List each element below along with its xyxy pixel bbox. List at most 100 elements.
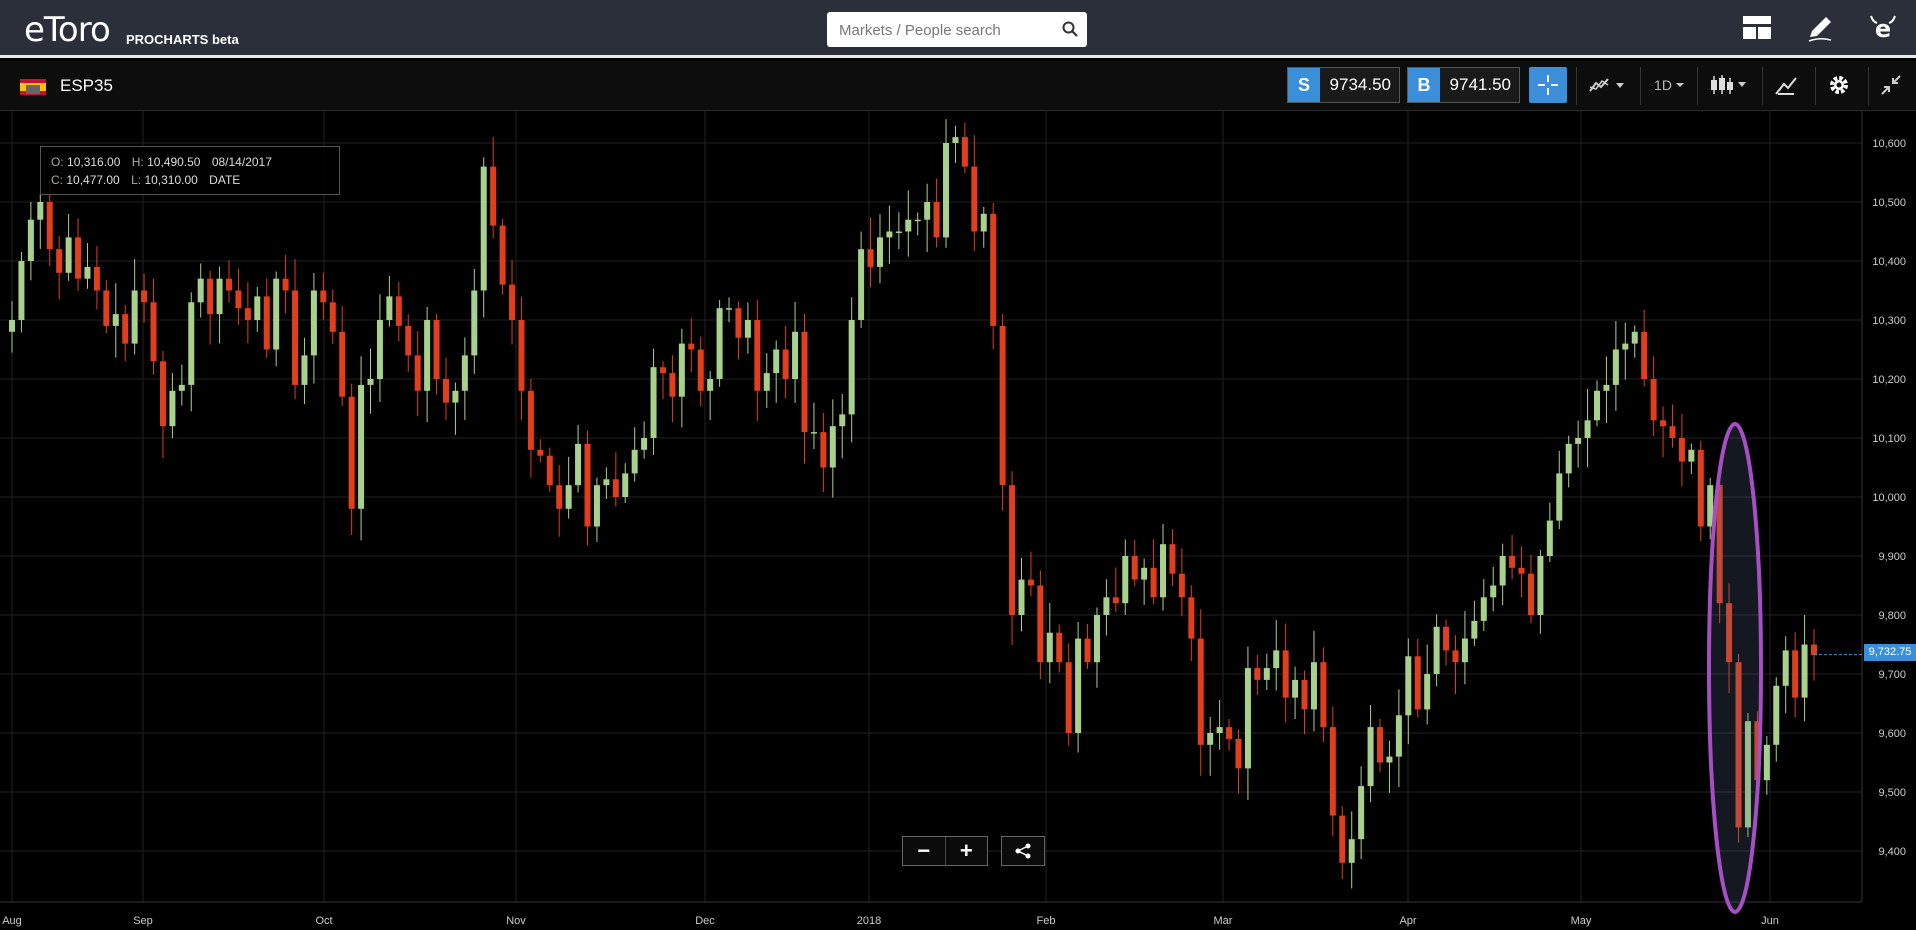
zoom-controls: − + — [902, 836, 988, 866]
chart-type-button[interactable] — [1704, 67, 1754, 103]
candle-body — [527, 390, 534, 450]
x-tick-label: Jun — [1761, 915, 1779, 927]
candle-body — [1150, 567, 1157, 598]
candle-body — [1367, 727, 1374, 787]
search-icon[interactable] — [1062, 21, 1078, 37]
candle-body — [707, 379, 714, 391]
zoom-in-button[interactable]: + — [944, 837, 988, 865]
timeframe-button[interactable]: 1D — [1647, 67, 1693, 103]
y-tick-label: 9,800 — [1878, 610, 1906, 622]
profile-e-icon[interactable]: e — [1868, 13, 1898, 43]
indicators-button[interactable] — [1583, 67, 1633, 103]
low-value: 10,310.00 — [144, 173, 198, 187]
ohlc-row-1: O: 10,316.00 H: 10,490.50 08/14/2017 — [51, 155, 272, 169]
candle-body — [1084, 638, 1091, 663]
candle-body — [1131, 556, 1138, 580]
candle-body — [1226, 727, 1233, 739]
candle-body — [1301, 679, 1308, 710]
search-box — [827, 12, 1087, 49]
y-tick-label: 10,600 — [1872, 138, 1906, 150]
candle-body — [339, 331, 346, 397]
candle-body — [1112, 597, 1119, 604]
candle-body — [471, 290, 478, 356]
candle-body — [1075, 638, 1082, 733]
candle-body — [1027, 579, 1034, 586]
candle-body — [924, 202, 931, 220]
candle-body — [56, 249, 63, 273]
candle-body — [1160, 544, 1167, 598]
candle-body — [254, 296, 261, 320]
candle-body — [112, 314, 119, 326]
open-value: 10,316.00 — [67, 155, 121, 169]
candle-body — [27, 219, 34, 261]
candle-body — [1490, 585, 1497, 598]
product-name: PROCHARTS — [126, 32, 209, 47]
crosshair-button[interactable] — [1529, 67, 1567, 103]
y-tick-label: 9,900 — [1878, 551, 1906, 563]
collapse-button[interactable] — [1874, 67, 1908, 103]
candle-body — [1452, 650, 1459, 663]
x-tick-label: Feb — [1037, 915, 1056, 927]
candle-body — [461, 355, 468, 391]
sell-button[interactable]: S 9734.50 — [1287, 67, 1400, 103]
candle-body — [1697, 449, 1704, 527]
x-tick-label: May — [1571, 915, 1592, 927]
divider — [1576, 67, 1577, 105]
candle-body — [169, 390, 176, 427]
candle-body — [1660, 420, 1667, 427]
candle-body — [1518, 567, 1525, 574]
chart-area[interactable]: 10,600 10,500 10,400 10,300 10,200 10,100 10,0… — [0, 111, 1916, 930]
candle-body — [103, 290, 110, 326]
candle-body — [631, 449, 638, 474]
buy-button[interactable]: B 9741.50 — [1407, 67, 1520, 103]
candle-body — [971, 166, 978, 232]
share-control — [1001, 836, 1045, 866]
search-input[interactable] — [837, 12, 1051, 49]
candle-body — [1763, 744, 1770, 781]
drawing-tools-button[interactable] — [1768, 67, 1804, 103]
candle-body — [348, 396, 355, 509]
candle-body — [178, 384, 185, 391]
gear-icon — [1830, 76, 1848, 94]
candle-body — [1141, 567, 1148, 580]
candle-body — [914, 219, 921, 222]
candle-body — [1669, 426, 1676, 438]
y-tick-label: 10,200 — [1872, 374, 1906, 386]
edit-icon[interactable] — [1805, 13, 1835, 43]
indicators-icon — [1589, 78, 1624, 92]
candle-body — [1197, 638, 1204, 745]
price-chart[interactable]: 10,600 10,500 10,400 10,300 10,200 10,100 10,0… — [0, 111, 1916, 930]
candle-body — [1688, 449, 1695, 462]
candle-body — [537, 449, 544, 456]
candle-body — [1641, 331, 1648, 379]
candle-body — [442, 379, 449, 403]
procharts-label: PROCHARTS beta — [126, 32, 239, 47]
candle-body — [1707, 485, 1714, 527]
share-button[interactable] — [1002, 837, 1044, 865]
candle-body — [961, 137, 968, 167]
candle-body — [584, 443, 591, 527]
candle-body — [546, 455, 553, 486]
drawing-tools-icon — [1775, 77, 1797, 95]
candle-body — [480, 166, 487, 291]
etoro-logo[interactable]: eToro — [24, 10, 111, 50]
settings-button[interactable] — [1821, 67, 1857, 103]
candle-body — [773, 349, 780, 374]
zoom-out-button[interactable]: − — [917, 838, 931, 863]
candle-body — [641, 438, 648, 450]
candle-body — [1443, 626, 1450, 651]
candle-body — [952, 137, 959, 143]
y-tick-label: 10,500 — [1872, 197, 1906, 209]
y-tick-label: 10,400 — [1872, 256, 1906, 268]
ohlc-row-2: C: 10,477.00 L: 10,310.00 DATE — [51, 173, 240, 187]
candle-body — [490, 166, 497, 226]
candle-body — [763, 373, 770, 391]
candle-body — [9, 320, 15, 332]
candle-body — [1339, 815, 1346, 863]
candle-body — [84, 266, 91, 279]
candle-body — [1254, 668, 1261, 680]
candle-body — [1631, 331, 1638, 344]
layout-icon[interactable] — [1742, 13, 1772, 43]
sell-label: S — [1288, 68, 1320, 102]
candle-body — [716, 308, 723, 379]
